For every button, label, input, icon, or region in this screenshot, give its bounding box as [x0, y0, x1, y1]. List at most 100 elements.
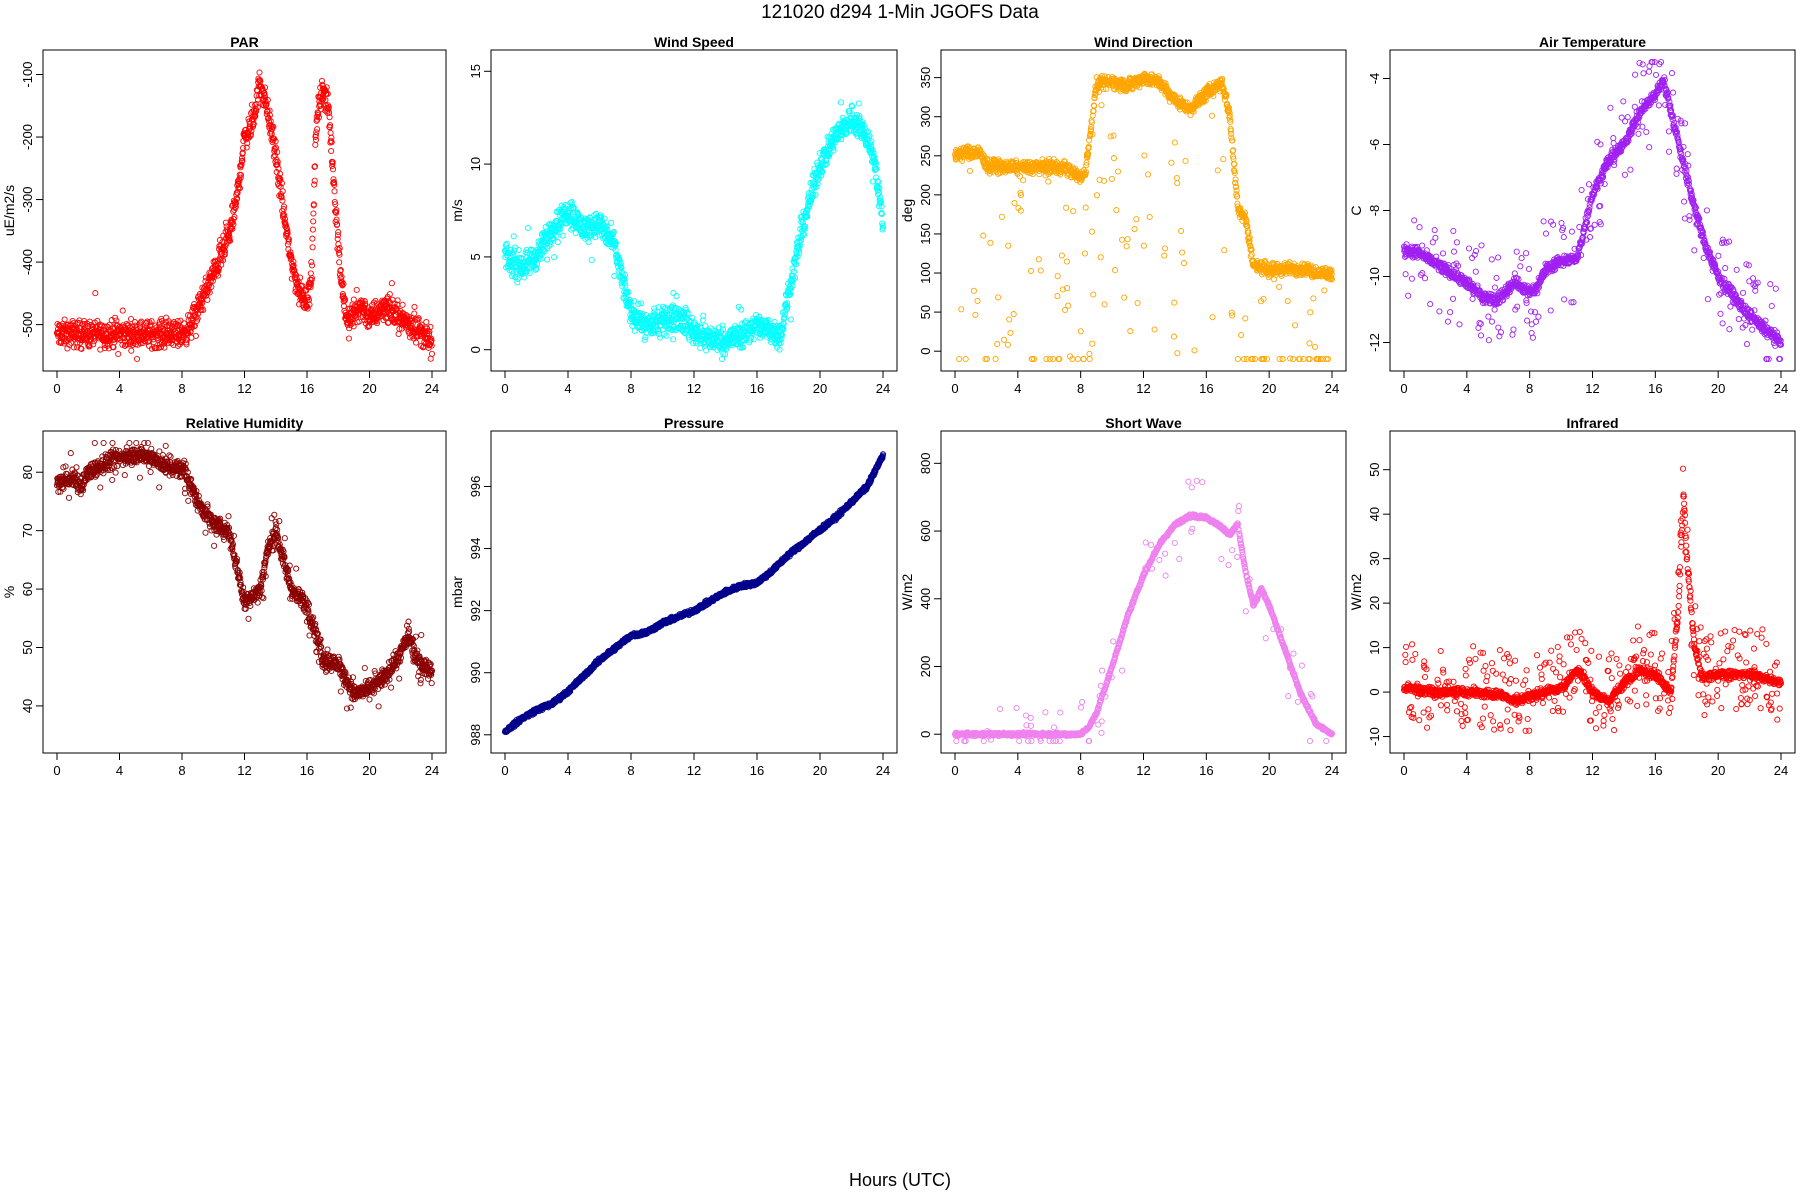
y-tick-label: -200: [20, 124, 35, 150]
data-point: [413, 339, 420, 346]
data-point: [1469, 295, 1476, 302]
data-point: [148, 318, 155, 325]
data-point: [1493, 274, 1500, 281]
data-point: [339, 291, 346, 298]
data-point: [972, 311, 979, 318]
data-point: [329, 166, 337, 173]
data-point: [1035, 256, 1042, 263]
data-point: [381, 311, 388, 318]
data-point: [1110, 155, 1118, 162]
data-point: [1540, 218, 1547, 225]
x-axis: 0 4 8 12 16 20 24: [1400, 370, 1788, 396]
data-point: [415, 315, 422, 322]
y-tick-label: -400: [20, 249, 35, 275]
data-point: [1421, 275, 1429, 282]
data-point: [222, 243, 229, 250]
data-point: [611, 273, 618, 280]
data-point: [330, 179, 338, 186]
x-tick-label: 4: [564, 381, 571, 396]
data-point: [1321, 287, 1328, 294]
data-point: [1178, 227, 1185, 235]
y-axis-label: C: [1348, 205, 1364, 215]
data-point: [428, 342, 435, 349]
data-point: [533, 265, 540, 272]
data-point: [334, 232, 341, 239]
data-point: [1208, 112, 1216, 119]
data-point: [226, 237, 233, 244]
data-point: [239, 157, 246, 164]
x-tick-label: 16: [1199, 381, 1213, 396]
data-point: [1145, 171, 1152, 178]
data-point: [314, 126, 321, 133]
data-point: [295, 278, 302, 285]
data-point: [264, 96, 271, 104]
data-point: [1063, 204, 1070, 211]
data-points: [501, 99, 887, 363]
data-point: [1477, 320, 1484, 327]
data-point: [322, 96, 329, 104]
data-point: [1074, 355, 1081, 363]
data-point: [1097, 254, 1104, 261]
data-point: [1427, 301, 1434, 308]
data-point: [192, 332, 199, 340]
data-point: [328, 139, 335, 146]
data-point: [1402, 271, 1409, 278]
data-point: [411, 303, 418, 310]
data-point: [247, 131, 254, 138]
data-point: [333, 209, 340, 216]
data-point: [1431, 227, 1438, 234]
data-point: [341, 296, 349, 303]
data-point: [297, 274, 304, 281]
data-point: [994, 341, 1001, 348]
data-point: [1276, 283, 1283, 290]
data-point: [1408, 275, 1415, 282]
data-point: [361, 298, 368, 305]
data-point: [1284, 298, 1291, 305]
y-tick-label: -100: [20, 61, 35, 87]
data-point: [292, 271, 300, 279]
data-point: [235, 183, 242, 191]
data-point: [329, 159, 336, 166]
data-point: [1098, 102, 1105, 109]
data-point: [311, 177, 318, 184]
data-point: [90, 341, 97, 348]
data-point: [226, 237, 234, 244]
data-point: [365, 323, 372, 330]
data-point: [718, 355, 726, 363]
data-point: [324, 90, 331, 97]
data-point: [200, 306, 207, 314]
data-point: [557, 226, 564, 233]
x-tick-label: 24: [1325, 381, 1339, 396]
data-point: [187, 328, 194, 335]
data-point: [315, 110, 322, 117]
x-tick-label: 4: [1014, 381, 1021, 396]
data-point: [119, 307, 126, 314]
data-point: [1108, 175, 1115, 182]
x-tick-label: 8: [1526, 381, 1533, 396]
x-tick-label: 24: [425, 381, 439, 396]
data-point: [231, 213, 238, 221]
data-point: [309, 226, 316, 233]
data-point: [331, 198, 338, 206]
data-point: [1485, 337, 1492, 344]
data-point: [1405, 292, 1412, 299]
data-point: [331, 188, 338, 195]
data-point: [1011, 199, 1018, 207]
data-point: [290, 258, 297, 265]
data-point: [1045, 178, 1052, 185]
data-point: [266, 107, 273, 114]
chart-title: Wind Speed: [654, 34, 734, 50]
data-point: [1450, 227, 1457, 235]
x-tick-label: 12: [1585, 381, 1599, 396]
data-point: [280, 203, 288, 210]
x-tick-label: 20: [813, 381, 827, 396]
data-point: [1037, 267, 1044, 274]
y-tick-label: -6: [1367, 139, 1382, 151]
data-point: [1436, 308, 1443, 315]
data-point: [1456, 321, 1463, 328]
x-tick-label: 20: [362, 381, 376, 396]
data-point: [837, 99, 845, 106]
data-point: [194, 302, 201, 309]
